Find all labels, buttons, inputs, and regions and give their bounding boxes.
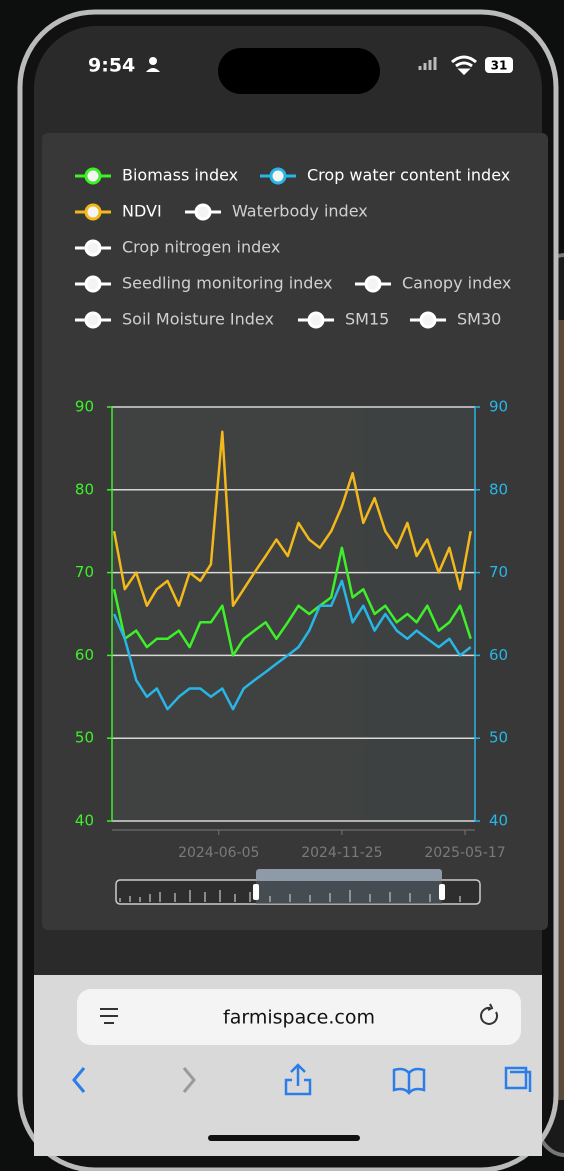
legend-label: Soil Moisture Index [122,310,274,329]
battery-level: 31 [491,59,508,73]
range-slider-handle-bar[interactable] [256,869,442,881]
dynamic-island [218,48,380,94]
url: farmispace.com [223,1007,375,1029]
reader-icon[interactable] [100,1008,118,1024]
address-bar[interactable] [77,989,521,1045]
legend-marker [269,167,287,185]
legend-label: Crop water content index [307,166,510,185]
second-phone-screen [555,320,564,1100]
y-tick-label: 90 [75,398,94,416]
legend-marker [419,311,437,329]
person-icon [149,57,157,65]
series-line [112,579,472,711]
range-handle-right[interactable] [439,884,445,900]
back-button[interactable] [72,1067,86,1093]
chart: 40 50 60 70 80 90 40 50 60 70 80 90 2024-06-05 2024-1… [75,166,511,862]
tabs-button[interactable] [504,1066,532,1092]
share-button[interactable] [284,1063,312,1096]
legend-marker [84,311,102,329]
legend-label: Crop nitrogen index [122,238,280,257]
wifi-icon [451,55,477,76]
plot-area [112,407,362,821]
battery-icon [485,57,513,73]
x-tick-label: 2025-05-17 [424,845,505,861]
forward-button[interactable] [182,1067,196,1093]
y-tick-label: 80 [75,480,94,498]
legend-marker [307,311,325,329]
legend-label: Seedling monitoring index [122,274,332,293]
y2-tick-label: 90 [489,398,508,416]
range-slider-preview [119,890,461,902]
y-tick-label: 40 [75,812,94,830]
y2-tick-label: 40 [489,812,508,830]
legend-label: Biomass index [122,166,238,185]
legend-marker [84,203,102,221]
range-slider-selection[interactable] [256,881,442,904]
legend-label: NDVI [122,202,162,221]
y-tick-label: 50 [75,729,94,747]
y2-tick-label: 60 [489,646,508,664]
y-tick-label: 60 [75,646,94,664]
x-tick-label: 2024-11-25 [301,845,382,861]
range-handle-left[interactable] [253,884,259,900]
legend-label: Canopy index [402,274,511,293]
legend-marker [364,275,382,293]
legend-label: SM15 [345,310,389,329]
status-time: 9:54 [88,55,135,77]
legend-label: SM30 [457,310,501,329]
bookmarks-button[interactable] [392,1067,426,1095]
legend-marker [194,203,212,221]
legend-marker [84,239,102,257]
legend-marker [84,275,102,293]
y2-tick-label: 80 [489,480,508,498]
person-icon [146,68,160,72]
series-line [112,546,472,657]
x-tick-label: 2024-06-05 [178,845,259,861]
legend-label: Waterbody index [232,202,368,221]
y-tick-label: 70 [75,563,94,581]
series-line [112,430,472,607]
y2-tick-label: 70 [489,563,508,581]
reload-button[interactable] [480,1003,499,1025]
home-indicator [208,1135,360,1141]
plot-area-zoom [362,407,475,821]
y2-tick-label: 50 [489,729,508,747]
legend-marker [84,167,102,185]
signal-icon [418,57,437,70]
